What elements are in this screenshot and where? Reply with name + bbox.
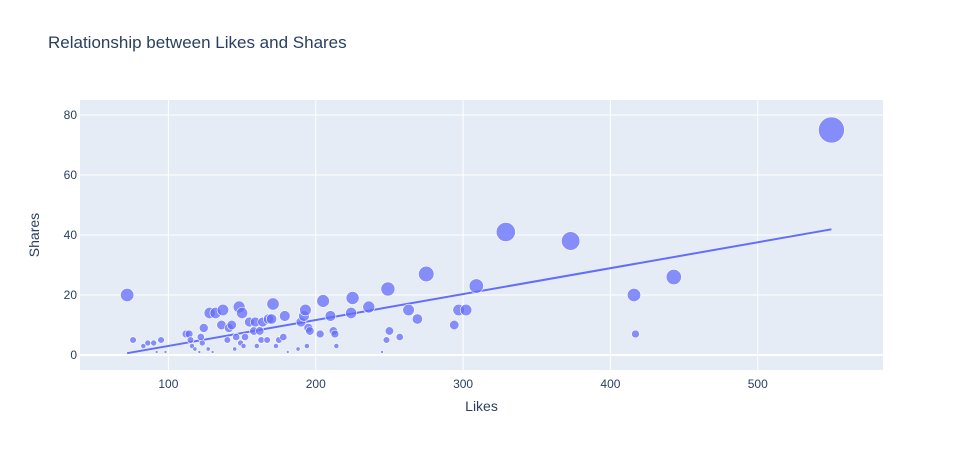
- data-point[interactable]: [285, 350, 290, 354]
- x-tick-label: 500: [748, 377, 768, 391]
- x-axis-title: Likes: [465, 398, 498, 414]
- data-point[interactable]: [226, 319, 237, 331]
- data-point[interactable]: [198, 323, 209, 333]
- data-point[interactable]: [192, 346, 198, 352]
- data-point[interactable]: [216, 303, 230, 317]
- x-tick-label: 100: [158, 377, 178, 391]
- data-point[interactable]: [380, 281, 396, 297]
- data-point[interactable]: [129, 336, 137, 344]
- data-point[interactable]: [418, 265, 435, 283]
- x-tick-label: 300: [453, 377, 473, 391]
- data-point[interactable]: [459, 303, 473, 317]
- data-point[interactable]: [241, 333, 250, 341]
- data-point[interactable]: [279, 333, 288, 341]
- data-point[interactable]: [468, 278, 484, 294]
- data-point[interactable]: [266, 297, 280, 311]
- data-point[interactable]: [236, 307, 248, 319]
- data-point[interactable]: [210, 350, 215, 354]
- x-tick-label: 400: [600, 377, 620, 391]
- data-point[interactable]: [495, 222, 516, 242]
- data-point[interactable]: [316, 294, 330, 308]
- data-point[interactable]: [120, 287, 135, 303]
- data-point[interactable]: [266, 313, 278, 325]
- data-point[interactable]: [186, 336, 195, 344]
- data-point[interactable]: [295, 346, 301, 352]
- data-point[interactable]: [345, 291, 360, 305]
- data-point[interactable]: [157, 336, 165, 344]
- data-point[interactable]: [304, 343, 310, 349]
- data-point[interactable]: [411, 313, 423, 325]
- data-point[interactable]: [223, 336, 231, 344]
- data-point[interactable]: [205, 346, 211, 352]
- data-points: [120, 116, 845, 354]
- data-point[interactable]: [299, 303, 312, 317]
- data-point[interactable]: [362, 300, 376, 314]
- y-tick-label: 0: [70, 348, 77, 362]
- data-point[interactable]: [232, 346, 238, 352]
- grid-lines: [80, 100, 883, 370]
- y-tick-label: 80: [64, 108, 78, 122]
- data-point[interactable]: [345, 307, 358, 319]
- data-point[interactable]: [154, 350, 159, 354]
- data-point[interactable]: [330, 329, 340, 339]
- tick-labels: 100 200 300 400 500 0 20 40 60 80: [64, 108, 768, 391]
- data-point[interactable]: [232, 333, 241, 341]
- data-point[interactable]: [818, 116, 845, 144]
- data-point[interactable]: [665, 269, 682, 285]
- data-point[interactable]: [240, 343, 247, 349]
- data-point[interactable]: [163, 350, 168, 354]
- data-point[interactable]: [382, 336, 391, 344]
- data-point[interactable]: [631, 329, 640, 339]
- data-point[interactable]: [395, 333, 404, 341]
- data-point[interactable]: [150, 339, 157, 347]
- data-point[interactable]: [324, 310, 337, 322]
- y-tick-label: 20: [64, 288, 78, 302]
- data-point[interactable]: [380, 350, 384, 354]
- data-point[interactable]: [626, 287, 642, 303]
- data-point[interactable]: [305, 326, 315, 336]
- data-point[interactable]: [402, 303, 415, 317]
- y-axis-title: Shares: [26, 213, 42, 257]
- data-point[interactable]: [140, 343, 147, 349]
- y-tick-label: 60: [64, 168, 78, 182]
- data-point[interactable]: [273, 343, 279, 349]
- data-point[interactable]: [255, 326, 265, 336]
- data-point[interactable]: [384, 326, 394, 336]
- data-point[interactable]: [198, 339, 206, 347]
- data-point[interactable]: [279, 310, 291, 322]
- x-tick-label: 200: [306, 377, 326, 391]
- data-point[interactable]: [196, 333, 205, 341]
- chart-title: Relationship between Likes and Shares: [48, 33, 347, 52]
- data-point[interactable]: [253, 343, 260, 349]
- data-point[interactable]: [449, 319, 460, 331]
- data-point[interactable]: [333, 343, 340, 349]
- data-point[interactable]: [197, 350, 202, 354]
- data-point[interactable]: [561, 231, 581, 251]
- data-point[interactable]: [315, 329, 325, 339]
- data-point[interactable]: [263, 336, 271, 344]
- y-tick-label: 40: [64, 228, 78, 242]
- data-point[interactable]: [144, 339, 152, 347]
